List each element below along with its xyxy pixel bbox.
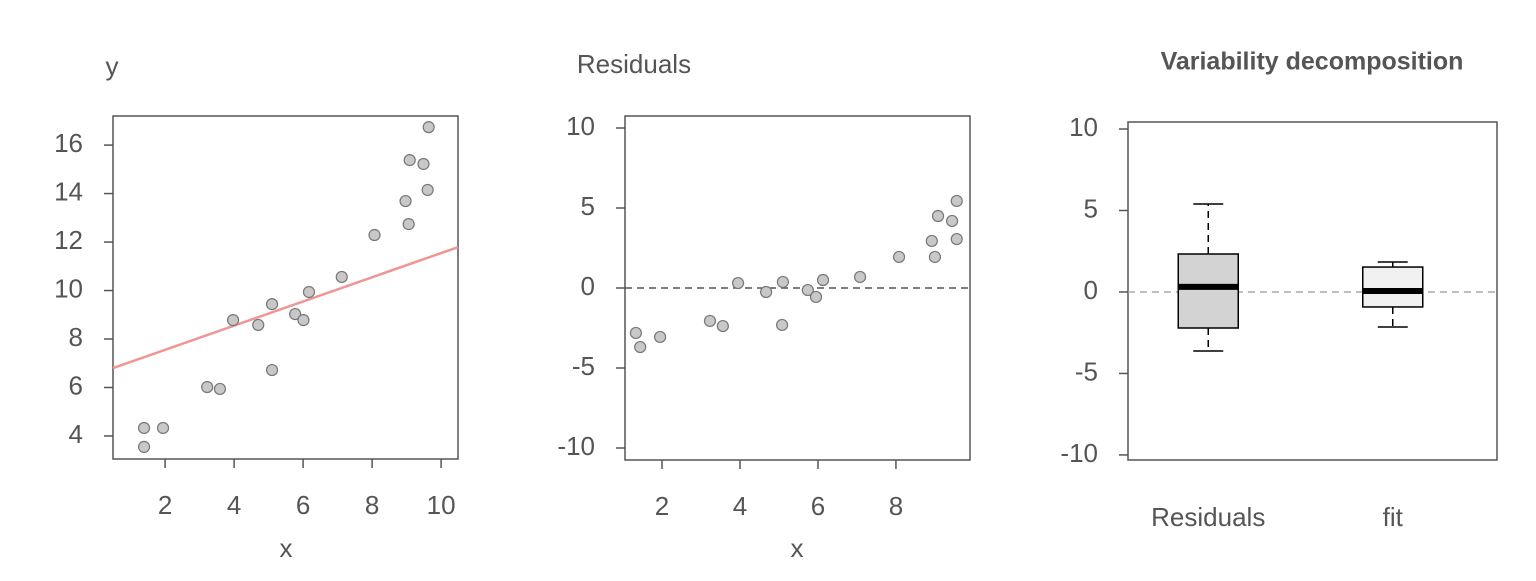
point bbox=[760, 285, 773, 299]
y-axis-label: y bbox=[106, 51, 119, 81]
point bbox=[950, 194, 963, 208]
point bbox=[731, 276, 745, 290]
point bbox=[368, 228, 381, 242]
point bbox=[403, 154, 416, 167]
category-label: fit bbox=[1383, 502, 1404, 532]
x-tick-label: 4 bbox=[227, 490, 241, 520]
x-axis-label: x bbox=[280, 533, 293, 563]
point bbox=[226, 314, 240, 327]
point bbox=[809, 290, 823, 304]
x-tick-label: 6 bbox=[811, 491, 825, 521]
y-tick-label: 0 bbox=[1084, 275, 1098, 305]
y-tick-label: 0 bbox=[581, 271, 595, 301]
y-tick-label: 5 bbox=[581, 191, 595, 221]
point bbox=[776, 318, 789, 332]
regression-line bbox=[112, 245, 459, 370]
point bbox=[265, 298, 279, 311]
x-tick-label: 4 bbox=[733, 491, 747, 521]
point bbox=[931, 209, 945, 223]
point bbox=[816, 273, 830, 287]
point bbox=[201, 380, 214, 394]
y-tick-label: 6 bbox=[69, 370, 83, 400]
x-tick-label: 2 bbox=[655, 491, 669, 521]
x-tick-label: 2 bbox=[158, 490, 172, 520]
point bbox=[137, 440, 151, 453]
point bbox=[156, 421, 170, 435]
x-tick-label: 10 bbox=[427, 490, 456, 520]
point bbox=[892, 250, 906, 264]
x-tick-label: 8 bbox=[889, 491, 903, 521]
point bbox=[265, 363, 279, 377]
y-axis-label: Residuals bbox=[577, 49, 691, 79]
point bbox=[853, 270, 867, 284]
y-tick-label: 10 bbox=[566, 111, 595, 141]
y-tick-label: 12 bbox=[54, 225, 83, 255]
point bbox=[703, 314, 717, 328]
chart-title: Variability decomposition bbox=[1161, 48, 1464, 76]
y-tick-label: -5 bbox=[572, 351, 595, 381]
y-tick-label: -10 bbox=[557, 431, 595, 461]
point bbox=[213, 382, 227, 396]
point bbox=[137, 421, 151, 435]
plot-frame bbox=[1127, 121, 1498, 461]
point bbox=[925, 234, 938, 248]
x-tick-label: 6 bbox=[296, 490, 310, 520]
point bbox=[634, 340, 647, 354]
point bbox=[776, 275, 789, 289]
point bbox=[801, 283, 814, 297]
y-tick-label: 8 bbox=[69, 322, 83, 352]
y-tick-label: 16 bbox=[54, 128, 83, 158]
plot-frame bbox=[112, 115, 459, 460]
category-label: Residuals bbox=[1151, 502, 1265, 532]
point bbox=[297, 314, 310, 327]
box bbox=[1177, 253, 1239, 329]
point bbox=[252, 318, 265, 332]
y-tick-label: 10 bbox=[1069, 112, 1098, 142]
y-tick-label: 14 bbox=[54, 176, 83, 206]
point bbox=[950, 232, 963, 246]
point bbox=[422, 121, 435, 134]
point bbox=[335, 270, 348, 284]
y-tick-label: -10 bbox=[1060, 438, 1098, 468]
point bbox=[653, 330, 667, 344]
point bbox=[629, 326, 643, 340]
point bbox=[399, 194, 412, 208]
point bbox=[716, 319, 729, 333]
point bbox=[945, 214, 959, 228]
point bbox=[289, 307, 302, 321]
box bbox=[1362, 266, 1424, 308]
point bbox=[402, 218, 415, 231]
y-tick-label: 5 bbox=[1084, 193, 1098, 223]
point bbox=[421, 183, 434, 197]
point bbox=[417, 157, 430, 171]
y-tick-label: -5 bbox=[1075, 356, 1098, 386]
x-tick-label: 8 bbox=[365, 490, 379, 520]
y-tick-label: 4 bbox=[69, 419, 83, 449]
point bbox=[302, 285, 316, 299]
point bbox=[928, 250, 942, 264]
y-tick-label: 10 bbox=[54, 273, 83, 303]
x-axis-label: x bbox=[791, 533, 804, 563]
